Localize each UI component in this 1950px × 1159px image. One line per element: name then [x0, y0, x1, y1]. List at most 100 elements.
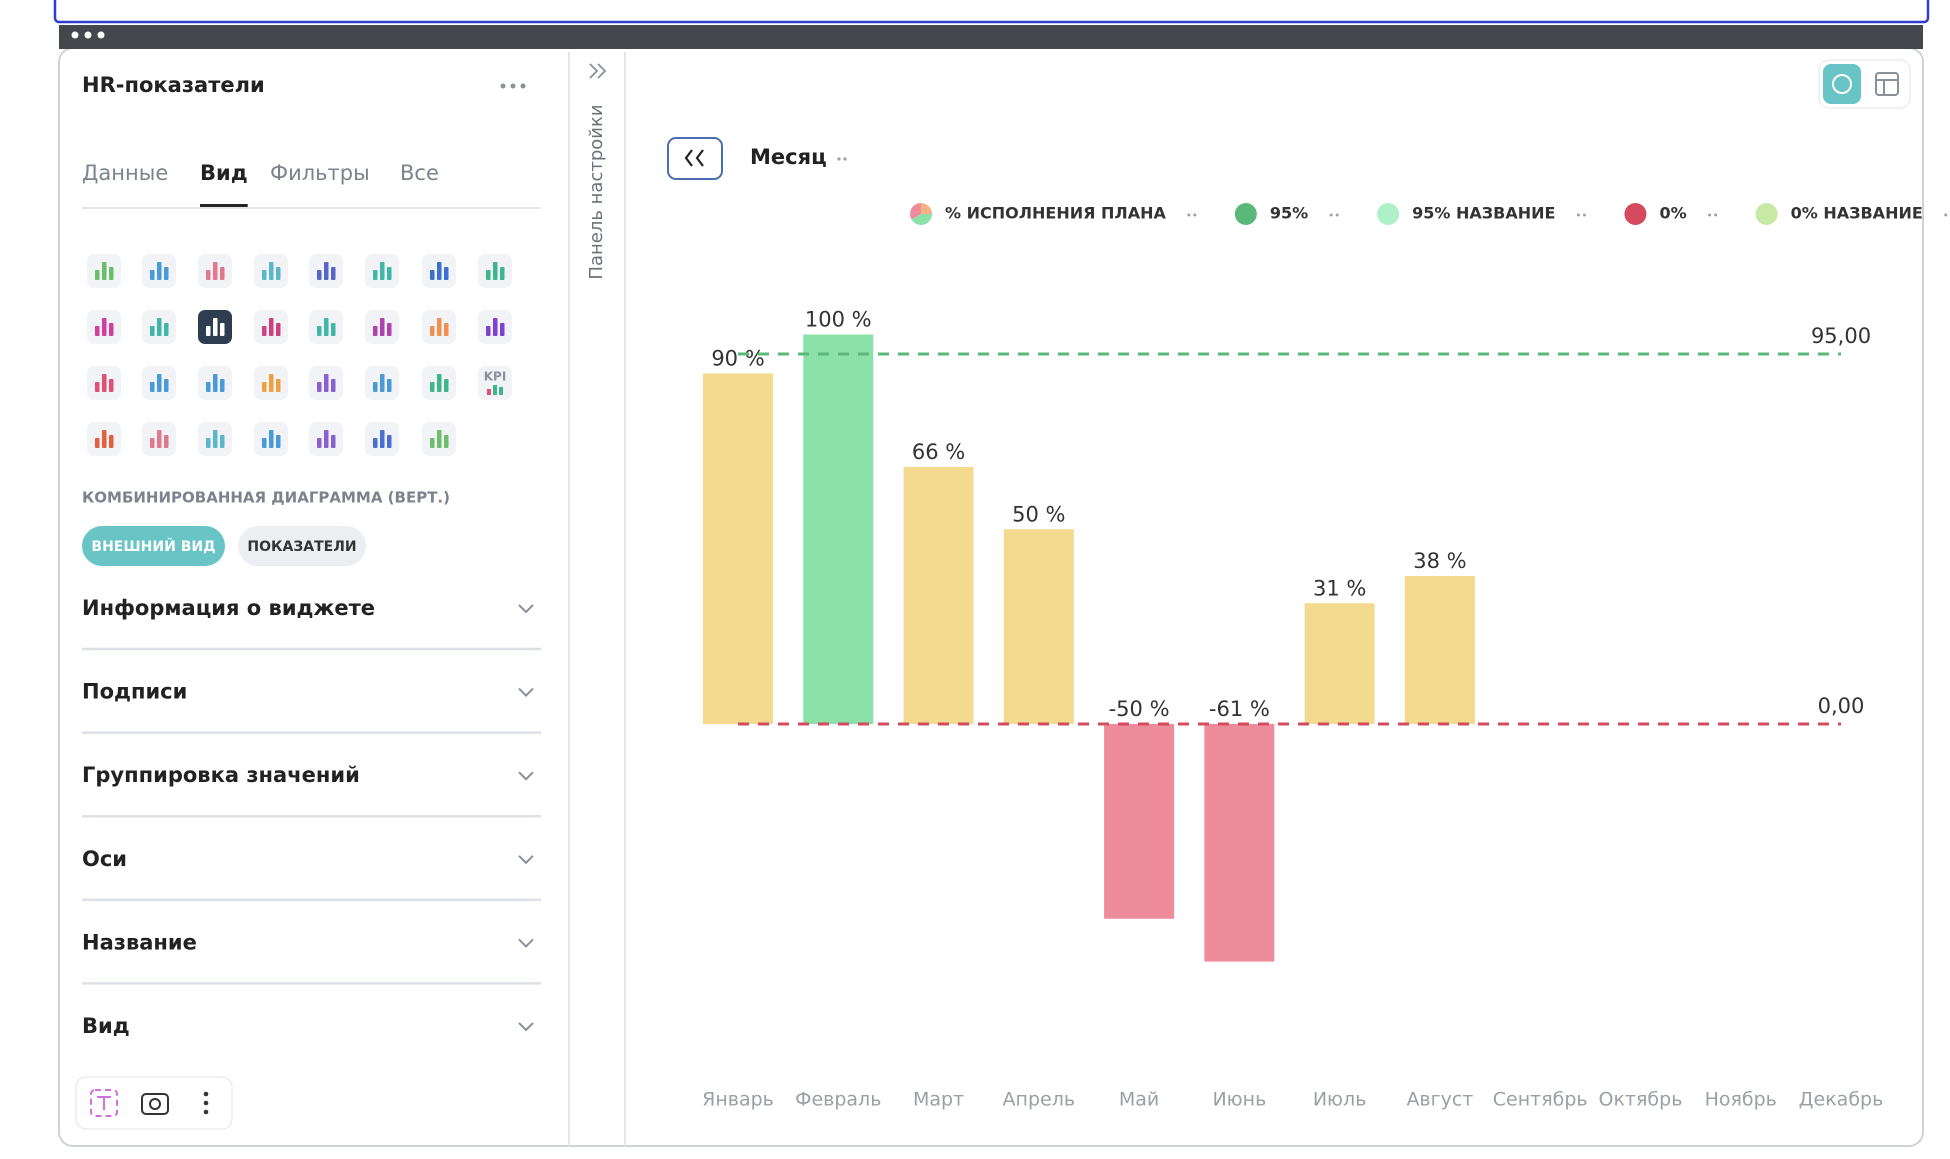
icon	[684, 149, 704, 167]
x-field-label: Месяц	[750, 145, 827, 169]
icon-glyph	[102, 430, 107, 448]
icon-glyph	[276, 435, 281, 448]
bar	[1003, 529, 1074, 724]
bar-dot	[97, 31, 105, 39]
tab[interactable]: Все	[400, 161, 439, 185]
icon-glyph	[95, 326, 100, 336]
dot	[203, 1091, 209, 1097]
toolbar-more[interactable]	[203, 1091, 209, 1115]
icon-glyph	[213, 374, 218, 392]
camera-tool[interactable]	[141, 1093, 169, 1115]
section-title[interactable]: Подписи	[82, 680, 187, 704]
chevron[interactable]	[518, 687, 534, 698]
back-button[interactable]	[667, 137, 723, 180]
icon-glyph	[500, 267, 505, 280]
icon-glyph	[220, 435, 225, 448]
icon-glyph	[430, 270, 435, 280]
icon-glyph	[373, 438, 378, 448]
icon-glyph	[150, 326, 155, 336]
tab[interactable]: Фильтры	[270, 161, 370, 185]
icon-glyph	[331, 379, 336, 392]
icon-glyph	[102, 262, 107, 280]
icon-glyph	[220, 323, 225, 336]
icon-glyph	[324, 374, 329, 392]
data-label: 90 %	[711, 346, 764, 370]
dot	[510, 83, 516, 89]
legend-swatch	[910, 203, 921, 220]
icon-glyph	[387, 435, 392, 448]
x-tick-label: Ноябрь	[1705, 1089, 1777, 1111]
legend-label: 95% НАЗВАНИЕ	[1412, 204, 1555, 223]
icon-glyph	[164, 267, 169, 280]
icon-glyph	[157, 430, 162, 448]
text-tool[interactable]	[90, 1089, 118, 1117]
data-label: 38 %	[1413, 549, 1466, 573]
chevron[interactable]	[518, 604, 534, 614]
icon-glyph	[164, 323, 169, 336]
mode-button-active[interactable]	[82, 526, 225, 566]
data-label: -50 %	[1109, 697, 1170, 721]
icon-glyph	[206, 270, 211, 280]
icon	[97, 1096, 111, 1110]
icon-glyph	[444, 323, 449, 336]
icon-glyph	[493, 318, 498, 336]
icon-glyph	[269, 262, 274, 280]
icon-glyph	[380, 374, 385, 392]
view-button[interactable]	[1875, 72, 1899, 96]
chevron[interactable]	[518, 855, 534, 865]
icon-glyph	[317, 382, 322, 392]
x-tick-label: Май	[1119, 1089, 1159, 1111]
data-label: 31 %	[1313, 576, 1366, 600]
tab[interactable]: Данные	[82, 161, 168, 185]
icon-glyph	[331, 323, 336, 336]
icon-glyph	[493, 385, 497, 395]
view-button-active[interactable]	[1823, 64, 1861, 104]
icon-glyph	[206, 438, 211, 448]
bar	[1104, 724, 1175, 919]
icon-glyph	[213, 262, 218, 280]
icon-glyph	[150, 438, 155, 448]
icon-glyph	[317, 438, 322, 448]
icon-glyph	[213, 318, 218, 336]
icon-glyph	[324, 430, 329, 448]
bar	[1204, 724, 1275, 962]
legend-swatch	[1624, 203, 1647, 225]
legend-swatch	[1755, 203, 1778, 225]
mode-button-label: ВНЕШНИЙ ВИД	[91, 538, 215, 555]
legend-dot	[1714, 213, 1718, 217]
chevron[interactable]	[518, 1022, 534, 1032]
tab[interactable]: Вид	[200, 161, 248, 185]
chart-type-icon[interactable]	[478, 366, 512, 400]
expand-icon[interactable]	[589, 63, 607, 79]
data-label: 50 %	[1012, 502, 1065, 526]
window-bar	[59, 25, 1923, 49]
x-tick-label: Июль	[1313, 1089, 1367, 1111]
icon-glyph	[276, 323, 281, 336]
chevron[interactable]	[518, 938, 534, 948]
legend-dot	[1582, 213, 1586, 217]
mode-button[interactable]	[238, 526, 366, 566]
kpi-icon-label: KPI	[484, 370, 507, 384]
toolbar	[75, 1076, 233, 1130]
legend-dot	[1329, 213, 1333, 217]
more-button[interactable]	[500, 83, 526, 89]
section-title[interactable]: Название	[82, 930, 197, 954]
dot	[500, 83, 506, 89]
section-title[interactable]: Группировка значений	[82, 763, 360, 787]
icon-glyph	[437, 430, 442, 448]
section-title[interactable]: Вид	[82, 1014, 130, 1038]
x-tick-label: Март	[913, 1089, 964, 1111]
icon-glyph	[206, 382, 211, 392]
section-title[interactable]: Оси	[82, 847, 127, 871]
section-title[interactable]: Информация о виджете	[82, 596, 375, 620]
icon-glyph	[387, 267, 392, 280]
icon-glyph	[95, 438, 100, 448]
icon-glyph	[380, 430, 385, 448]
legend-dot	[1187, 213, 1191, 217]
chevron[interactable]	[518, 771, 534, 781]
icon-glyph	[324, 262, 329, 280]
x-tick-label: Август	[1406, 1089, 1473, 1111]
legend-label: % ИСПОЛНЕНИЯ ПЛАНА	[945, 204, 1166, 223]
reference-label: 95,00	[1811, 324, 1871, 348]
